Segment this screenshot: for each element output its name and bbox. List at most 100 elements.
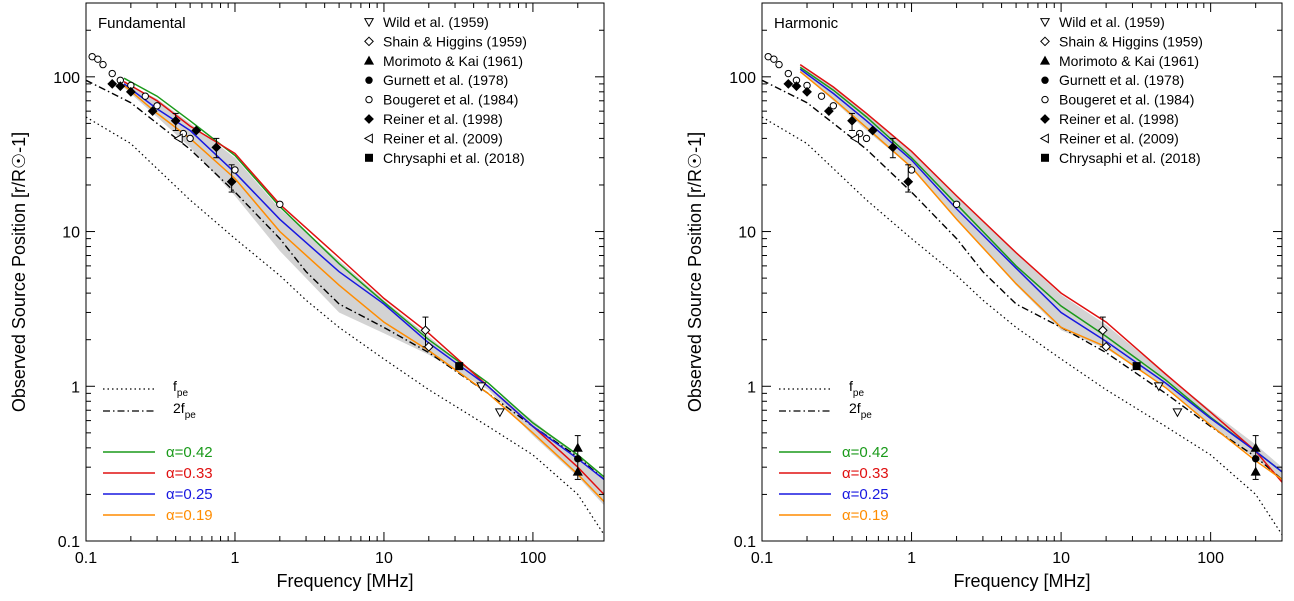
data-point-square-filled: [1132, 362, 1141, 371]
legend-label: Chrysaphi et al. (2018): [383, 150, 525, 166]
data-point-circle-open: [829, 102, 838, 110]
y-tick-label: 1: [71, 379, 80, 396]
data-point-diamond-filled: [802, 86, 812, 97]
data-point-triangle-down-open: [1153, 382, 1164, 392]
fpe-line: [762, 116, 1282, 535]
alpha-legend-label: α=0.19: [842, 507, 889, 524]
legend-marker-circle-filled: [365, 76, 373, 84]
legend-label: Chrysaphi et al. (2018): [1059, 150, 1201, 166]
x-tick-label: 1: [907, 550, 916, 567]
data-point-triangle-down-open: [476, 382, 487, 392]
legend-label: Reiner et al. (2009): [383, 130, 503, 146]
legend-label: Morimoto & Kai (1961): [1059, 53, 1199, 69]
alpha-legend-label: α=0.25: [842, 486, 889, 503]
line-legend-sub: pe: [177, 388, 189, 399]
legend-marker-diamond-open: [364, 36, 374, 47]
legend-marker-triangle-left-open: [1039, 133, 1049, 144]
y-tick-label: 100: [53, 70, 80, 87]
data-point-diamond-filled: [125, 86, 136, 97]
data-point-circle-open: [862, 134, 871, 143]
chart-panel-2: 0.1 1 10 100 0.1 1 10 100 Frequency [MHz] Observe…: [685, 2, 1283, 591]
model-band: [124, 82, 604, 506]
x-tick-label: 0.1: [751, 550, 773, 567]
alpha-legend-label: α=0.42: [166, 444, 213, 461]
y-tick-label: 1: [747, 379, 756, 396]
legend-label: Wild et al. (1959): [1059, 14, 1165, 30]
legend-label: Bougeret et al. (1984): [383, 92, 518, 108]
data-point-diamond-filled: [867, 125, 878, 136]
data-point-diamond-filled: [170, 115, 181, 126]
y-tick-label: 100: [729, 70, 756, 87]
x-tick-label: 10: [1052, 550, 1070, 567]
y-tick-label: 0.1: [58, 534, 80, 551]
alpha-legend-label: α=0.42: [842, 444, 889, 461]
legend-marker-circle-open: [365, 95, 373, 104]
legend-marker-diamond-filled: [1040, 114, 1050, 124]
legend-label: Reiner et al. (2009): [1059, 130, 1179, 146]
model-curve-0_25: [123, 83, 604, 480]
x-axis-title: Frequency [MHz]: [276, 571, 413, 591]
line-legend-label: 2fpe: [173, 400, 196, 421]
data-point-circle-open: [231, 166, 239, 174]
alpha-legend-label: α=0.19: [166, 507, 213, 524]
line-legend-main: 2f: [173, 400, 185, 416]
line-legend-main: 2f: [849, 400, 861, 416]
data-point-diamond-open: [1101, 341, 1112, 352]
data-point-square-filled: [455, 362, 464, 371]
y-tick-label: 10: [738, 225, 756, 242]
chart-panel-1: 0.1 1 10 100 0.1 1 10 100 Frequency [MHz] Observe…: [9, 2, 605, 591]
data-point-circle-open: [784, 69, 793, 78]
legend-label: Morimoto & Kai (1961): [383, 53, 523, 69]
legend-marker-triangle-up-filled: [1039, 55, 1051, 65]
x-tick-label: 10: [375, 550, 393, 567]
data-point-diamond-filled: [791, 81, 802, 92]
data-point-diamond-filled: [887, 142, 898, 153]
data-point-circle-open: [952, 200, 961, 209]
panel-title: Harmonic: [774, 15, 839, 32]
data-point-diamond-filled: [783, 78, 794, 89]
data-point-triangle-down-open: [1172, 408, 1183, 418]
legend-marker-triangle-down-open: [1039, 18, 1051, 28]
alpha-legend-label: α=0.33: [166, 465, 213, 482]
y-tick-label: 0.1: [734, 534, 756, 551]
model-curve-0_33: [123, 81, 604, 495]
x-tick-label: 1: [231, 550, 240, 567]
model-curve-0_19: [799, 71, 1282, 481]
data-point-circle-filled: [574, 455, 582, 463]
line-legend-main: f: [173, 378, 177, 394]
data-point-diamond-open: [423, 341, 434, 352]
legend-label: Gurnett et al. (1978): [383, 72, 508, 88]
x-tick-label: 0.1: [75, 550, 97, 567]
legend-label: Wild et al. (1959): [383, 14, 489, 30]
data-point-diamond-filled: [147, 106, 158, 117]
y-axis-title: Observed Source Position [r/R☉-1]: [9, 132, 29, 412]
legend-marker-diamond-filled: [364, 114, 374, 124]
plot-frame: [761, 2, 1283, 542]
data-point-circle-open: [141, 92, 149, 100]
data-point-diamond-filled: [903, 176, 914, 187]
data-point-circle-open: [94, 55, 102, 63]
legend-marker-circle-filled: [1041, 76, 1049, 84]
legend-label: Bougeret et al. (1984): [1059, 92, 1194, 108]
data-point-circle-open: [153, 102, 161, 110]
legend-marker-triangle-left-open: [363, 133, 373, 144]
plot-area: [762, 52, 1282, 535]
legend-marker-square-filled: [1041, 153, 1049, 162]
legend-marker-triangle-down-open: [363, 18, 375, 28]
legend-marker-triangle-up-filled: [363, 55, 375, 65]
data-point-circle-open: [108, 69, 116, 78]
data-point-circle-open: [775, 60, 783, 69]
alpha-legend-label: α=0.25: [166, 486, 213, 503]
data-point-triangle-left-open: [173, 133, 183, 144]
legend-label: Shain & Higgins (1959): [383, 33, 527, 49]
plot-frame: [85, 2, 605, 542]
y-tick-label: 10: [62, 225, 80, 242]
model-curve-0_42: [123, 77, 604, 478]
model-curve-0_33: [799, 63, 1282, 483]
data-point-circle-open: [817, 92, 826, 100]
data-point-diamond-filled: [115, 81, 126, 92]
alpha-legend-label: α=0.33: [842, 465, 889, 482]
panel-title: Fundamental: [98, 15, 186, 32]
data-point-diamond-filled: [226, 176, 237, 187]
